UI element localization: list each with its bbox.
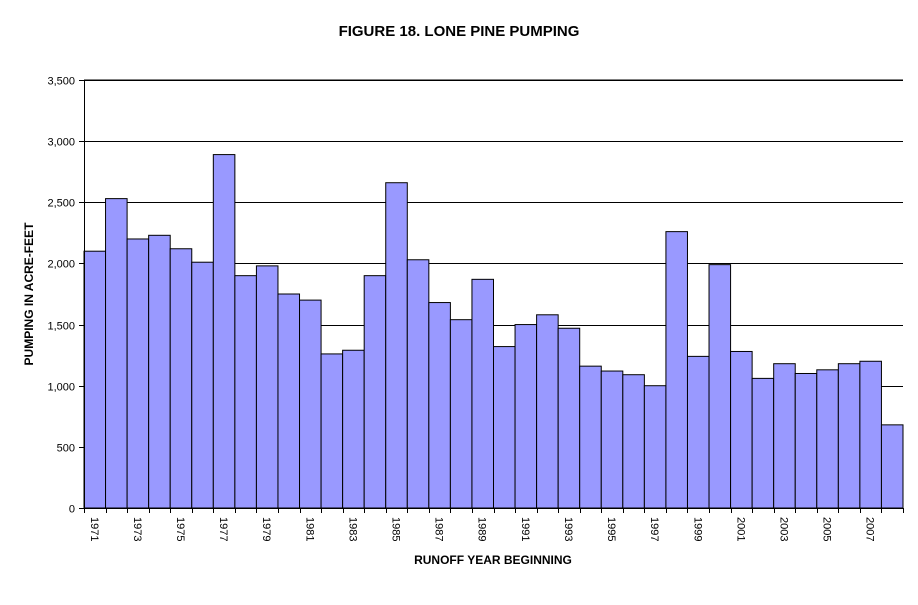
- bar-1989: [471, 278, 495, 509]
- bar-1981: [299, 299, 322, 509]
- x-tick-label: 1979: [260, 517, 272, 541]
- bar-1987: [428, 302, 451, 509]
- bar-2008: [880, 424, 904, 509]
- x-tick-label: 1999: [691, 517, 703, 541]
- y-tick-labels: 0 500 1,000 1,500 2,000 2,500 3,000 3,500: [47, 76, 75, 516]
- bar-1994: [579, 365, 602, 509]
- x-tick-labels: 1971 1973 1975 1977 1979 1981 1983 1985 1987 1989…: [88, 517, 876, 541]
- x-tick-label: 1989: [476, 517, 488, 541]
- y-tick-label: 3,000: [47, 137, 75, 149]
- x-tick-label: 2003: [777, 517, 789, 541]
- bar-1986: [406, 259, 430, 509]
- bar-1999: [686, 355, 710, 509]
- bar-2004: [794, 372, 818, 509]
- y-axis-title: PUMPING IN ACRE-FEET: [22, 222, 36, 366]
- bar-2005: [816, 369, 839, 509]
- y-tick-label: 500: [57, 443, 75, 455]
- bar-1983: [342, 349, 365, 509]
- x-tick-label: 2001: [734, 517, 746, 541]
- y-tick-label: 1,500: [47, 321, 75, 333]
- bar-1975: [169, 248, 193, 509]
- bar-1971: [83, 250, 107, 509]
- y-tick-label: 1,000: [47, 382, 75, 394]
- bar-1998: [665, 231, 688, 509]
- bar-2003: [773, 363, 796, 509]
- x-tick-label: 1987: [433, 517, 445, 541]
- bar-1982: [320, 353, 344, 509]
- bar-2001: [730, 350, 753, 509]
- bar-1988: [449, 319, 473, 509]
- x-tick-label: 1975: [174, 517, 186, 541]
- bar-2000: [708, 264, 732, 509]
- x-tick-label: 1991: [519, 517, 531, 541]
- bar-1978: [234, 275, 257, 509]
- x-tick-label: 1977: [217, 517, 229, 541]
- x-tick-label: 1995: [605, 517, 617, 541]
- x-tick-label: 1993: [562, 517, 574, 541]
- bar-1984: [363, 275, 387, 509]
- bar-1997: [643, 385, 667, 509]
- bar-1974: [148, 234, 171, 509]
- y-tick-label: 0: [69, 504, 75, 516]
- bar-2002: [751, 377, 775, 509]
- bar-1977: [212, 154, 236, 509]
- bar-1991: [514, 324, 538, 509]
- chart-title: FIGURE 18. LONE PINE PUMPING: [339, 23, 580, 40]
- bar-2007: [859, 360, 882, 509]
- bar-1980: [277, 293, 301, 509]
- bar-1976: [191, 261, 214, 509]
- bars: [83, 154, 904, 509]
- y-tick-label: 2,500: [47, 198, 75, 210]
- y-tick-label: 2,000: [47, 259, 75, 271]
- bar-1973: [126, 238, 150, 509]
- bar-1972: [105, 198, 128, 509]
- x-axis-title: RUNOFF YEAR BEGINNING: [414, 553, 572, 567]
- x-tick-label: 1983: [346, 517, 358, 541]
- bar-1996: [622, 374, 645, 509]
- x-tick-label: 1971: [88, 517, 100, 541]
- x-tick-label: 1981: [303, 517, 315, 541]
- bar-1993: [557, 327, 581, 509]
- x-tick-label: 1973: [131, 517, 143, 541]
- bar-1992: [536, 314, 559, 509]
- x-tick-label: 1997: [648, 517, 660, 541]
- x-tick-label: 1985: [390, 517, 402, 541]
- bar-1985: [385, 182, 408, 509]
- bar-1995: [600, 370, 624, 509]
- axes: [79, 79, 904, 513]
- x-tick-label: 2005: [821, 517, 833, 541]
- bar-1990: [493, 346, 516, 509]
- y-tick-label: 3,500: [47, 76, 75, 88]
- x-tick-label: 2007: [864, 517, 876, 541]
- bar-2006: [837, 363, 861, 509]
- bar-1979: [255, 265, 279, 509]
